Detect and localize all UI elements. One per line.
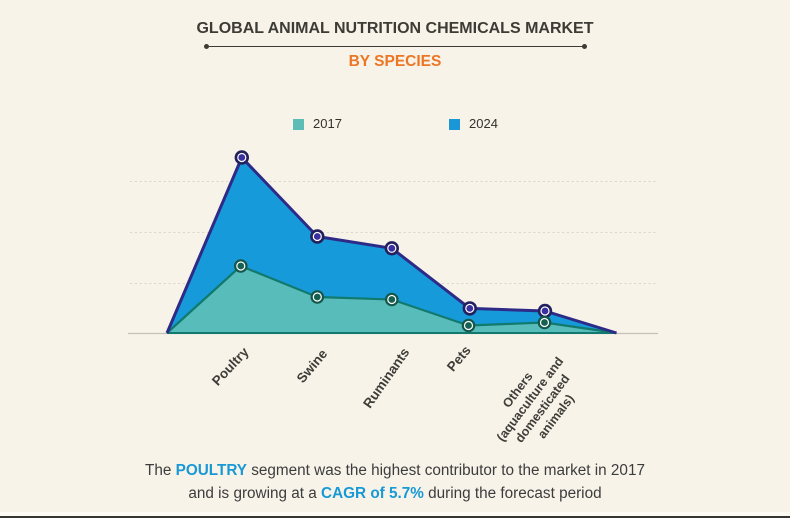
svg-text:Pets: Pets bbox=[444, 343, 474, 374]
svg-text:Swine: Swine bbox=[294, 346, 331, 386]
svg-text:Others (aquaculture an: Others (aquaculture and domesticated ani… bbox=[482, 342, 593, 462]
svg-text:Poultry: Poultry bbox=[209, 344, 252, 389]
svg-text:Ruminants: Ruminants bbox=[360, 345, 412, 411]
